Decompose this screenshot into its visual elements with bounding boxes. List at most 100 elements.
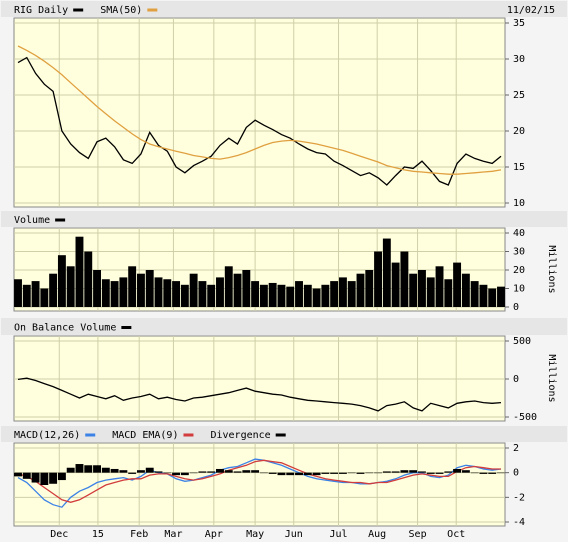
- bar: [251, 470, 260, 473]
- y-tick-label: -4: [513, 517, 525, 528]
- bar: [303, 284, 312, 307]
- bar: [110, 468, 119, 473]
- bar: [488, 288, 497, 307]
- legend-label: On Balance Volume: [14, 323, 116, 334]
- bar: [216, 277, 224, 307]
- y-tick-label: 500: [513, 336, 531, 347]
- bar: [145, 270, 154, 307]
- x-tick-label: Jul: [330, 529, 348, 540]
- bar: [418, 471, 426, 473]
- bar: [312, 472, 321, 476]
- bar: [295, 472, 303, 476]
- bar: [75, 236, 84, 307]
- bar: [198, 471, 207, 473]
- bar: [31, 281, 40, 307]
- bar: [66, 266, 75, 307]
- bar: [347, 472, 356, 474]
- bar: [66, 467, 75, 473]
- y-tick-label: 0: [513, 302, 519, 313]
- bar: [400, 470, 409, 473]
- bar: [409, 470, 418, 473]
- bar: [189, 472, 198, 474]
- legend-label: MACD(12,26): [14, 430, 80, 441]
- bar: [295, 281, 303, 307]
- bar: [286, 286, 295, 307]
- bar: [374, 251, 383, 307]
- bar: [426, 472, 435, 474]
- bar: [470, 281, 479, 307]
- bar: [233, 471, 242, 473]
- bar: [338, 277, 347, 307]
- bar: [84, 251, 93, 307]
- bar: [49, 273, 58, 307]
- bar: [84, 465, 93, 473]
- y-tick-label: 10: [513, 198, 525, 209]
- bar: [470, 472, 479, 474]
- series-line: [17, 56, 502, 186]
- bar: [14, 472, 22, 477]
- bar: [242, 470, 251, 473]
- bar: [409, 273, 418, 307]
- bar: [172, 472, 181, 476]
- series-line: [17, 45, 502, 175]
- x-tick-label: Feb: [130, 529, 148, 540]
- bar: [101, 467, 110, 473]
- bar: [321, 284, 330, 307]
- y-tick-label: 30: [513, 247, 525, 258]
- bar: [136, 470, 145, 473]
- y-tick-label: 10: [513, 284, 525, 295]
- bar: [14, 279, 22, 307]
- bar: [189, 273, 198, 307]
- bar: [180, 472, 189, 476]
- y-tick-label: 30: [513, 54, 525, 65]
- bar: [180, 284, 189, 307]
- y-tick-label: -2: [513, 492, 525, 503]
- bar: [207, 284, 216, 307]
- bar: [312, 288, 321, 307]
- bar: [418, 270, 426, 307]
- bar: [40, 288, 49, 307]
- bar: [497, 286, 505, 307]
- x-tick-label: May: [246, 529, 264, 540]
- bar: [374, 472, 383, 474]
- x-tick-label: Apr: [205, 529, 223, 540]
- bar: [198, 281, 207, 307]
- bar: [216, 468, 224, 473]
- bar: [163, 279, 172, 307]
- y-tick-label: 35: [513, 18, 525, 29]
- bar: [110, 281, 119, 307]
- series-line: [17, 377, 502, 412]
- bar: [321, 472, 330, 474]
- bar: [488, 472, 497, 474]
- bar: [391, 471, 400, 473]
- bar: [40, 472, 49, 485]
- bar: [382, 238, 391, 307]
- x-tick-label: Sep: [409, 529, 427, 540]
- bar: [365, 472, 374, 474]
- bar: [435, 472, 444, 474]
- bar: [382, 471, 391, 473]
- bar: [207, 471, 216, 473]
- bar: [268, 472, 277, 474]
- bar: [49, 472, 58, 484]
- legend-label: SMA(50): [100, 5, 142, 16]
- bar: [93, 465, 101, 473]
- date-label: 11/02/15: [507, 5, 555, 16]
- bar: [303, 472, 312, 476]
- bar: [461, 273, 470, 307]
- bar: [479, 284, 488, 307]
- x-tick-label: 15: [92, 529, 104, 540]
- panel-header: [1, 318, 567, 335]
- x-tick-label: Oct: [447, 529, 465, 540]
- bar: [242, 270, 251, 307]
- bar: [154, 471, 163, 473]
- bar: [444, 279, 453, 307]
- bar: [128, 472, 137, 474]
- bar: [356, 472, 365, 474]
- bar: [497, 472, 505, 474]
- bar: [338, 472, 347, 474]
- x-tick-label: Mar: [164, 529, 182, 540]
- bar: [224, 266, 233, 307]
- legend-label: Volume: [14, 215, 50, 226]
- x-tick-label: Aug: [368, 529, 386, 540]
